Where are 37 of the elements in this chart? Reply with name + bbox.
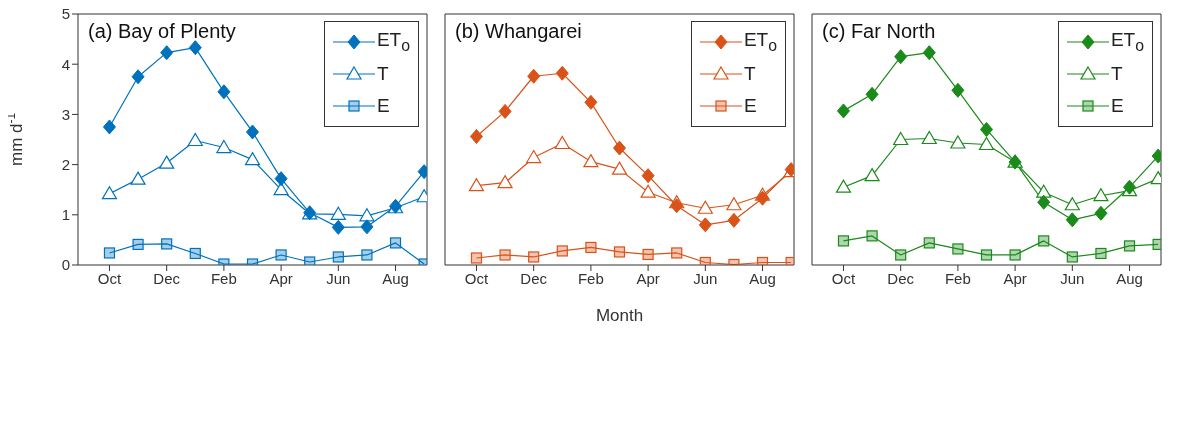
x-tick-label: Jun <box>326 269 351 287</box>
x-tick-label: Oct <box>464 269 489 287</box>
legend-label: ET$_{o}$ <box>1110 29 1144 55</box>
legend-label: T <box>1110 63 1123 85</box>
chart-title: (a) Bay of Plenty <box>88 20 236 43</box>
legend-label: T <box>743 63 756 85</box>
x-tick-label: Feb <box>944 269 971 287</box>
legend-label: T <box>376 63 389 85</box>
y-tick-label: 5 <box>61 5 70 23</box>
x-tick-label: Oct <box>831 269 856 287</box>
y-tick-label: 2 <box>61 155 70 173</box>
x-tick-label: Apr <box>269 269 293 287</box>
y-tick-label: 1 <box>61 206 70 224</box>
chart-title: (c) Far North <box>822 20 936 43</box>
x-tick-label: Feb <box>577 269 604 287</box>
x-tick-label: Apr <box>1003 269 1027 287</box>
x-tick-label: Apr <box>636 269 660 287</box>
x-tick-label: Aug <box>382 269 409 287</box>
legend-label: E <box>376 95 390 117</box>
y-tick-label: 0 <box>61 256 70 274</box>
x-tick-label: Dec <box>520 269 548 287</box>
x-tick-label: Dec <box>887 269 915 287</box>
legend-label: E <box>1110 95 1124 117</box>
y-tick-label: 4 <box>61 55 70 73</box>
x-tick-label: Dec <box>153 269 181 287</box>
x-tick-label: Jun <box>693 269 718 287</box>
x-tick-label: Jun <box>1060 269 1085 287</box>
legend-label: ET$_{o}$ <box>743 29 777 55</box>
chart-title: (b) Whangarei <box>455 20 582 43</box>
x-tick-label: Feb <box>210 269 237 287</box>
legend-label: ET$_{o}$ <box>376 29 410 55</box>
x-tick-label: Aug <box>749 269 776 287</box>
y-tick-label: 3 <box>61 105 70 123</box>
x-tick-label: Oct <box>97 269 122 287</box>
x-tick-label: Aug <box>1116 269 1143 287</box>
x-axis-title: Month <box>595 306 644 325</box>
legend-label: E <box>743 95 757 117</box>
